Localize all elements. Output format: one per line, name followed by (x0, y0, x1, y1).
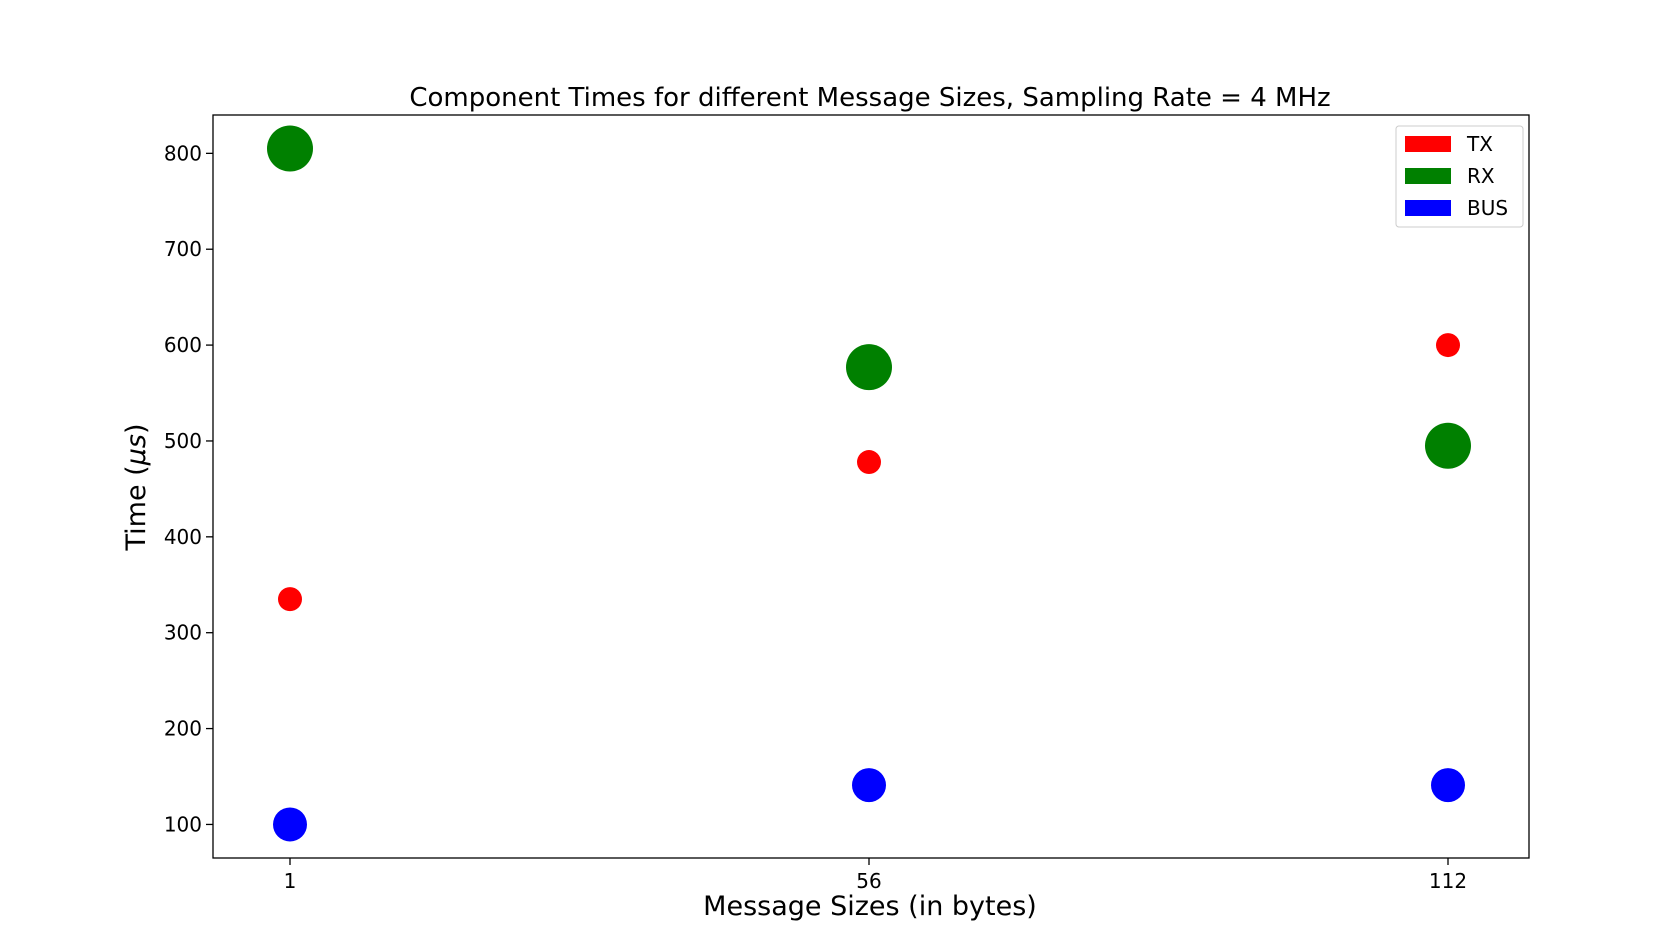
point-tx (278, 587, 302, 612)
y-tick-label: 600 (164, 333, 202, 357)
legend-label-tx: TX (1466, 132, 1493, 156)
x-axis-label: Message Sizes (in bytes) (703, 891, 1037, 922)
legend-swatch-bus (1405, 200, 1451, 216)
y-axis-label-unit: μs (121, 434, 152, 466)
point-rx (1425, 422, 1471, 469)
legend-swatch-rx (1405, 168, 1451, 184)
point-bus (273, 807, 307, 842)
legend-label-rx: RX (1467, 164, 1495, 188)
legend: TX RX BUS (1395, 125, 1524, 228)
data-points (267, 125, 1471, 842)
y-tick-label: 800 (164, 141, 202, 165)
y-axis-label: Time (μs) (121, 424, 152, 552)
point-rx (846, 344, 892, 391)
point-tx (857, 450, 881, 475)
x-tick-label: 112 (1429, 869, 1467, 893)
legend-swatch-tx (1405, 136, 1451, 152)
point-tx (1436, 333, 1460, 358)
y-axis: 100 200 300 400 500 600 700 800 (164, 141, 213, 836)
plot-frame (212, 114, 1530, 859)
point-bus (852, 768, 886, 803)
x-tick-label: 56 (856, 869, 881, 893)
y-tick-label: 300 (164, 621, 202, 645)
y-tick-label: 500 (164, 429, 202, 453)
y-tick-label: 700 (164, 237, 202, 261)
point-rx (267, 125, 313, 172)
y-tick-label: 400 (164, 525, 202, 549)
y-tick-label: 200 (164, 717, 202, 741)
chart-title: Component Times for different Message Si… (409, 83, 1330, 113)
legend-label-bus: BUS (1467, 196, 1508, 220)
x-axis: 1 56 112 (284, 858, 1467, 893)
x-tick-label: 1 (284, 869, 297, 893)
point-bus (1431, 768, 1465, 803)
y-tick-label: 100 (164, 812, 202, 836)
